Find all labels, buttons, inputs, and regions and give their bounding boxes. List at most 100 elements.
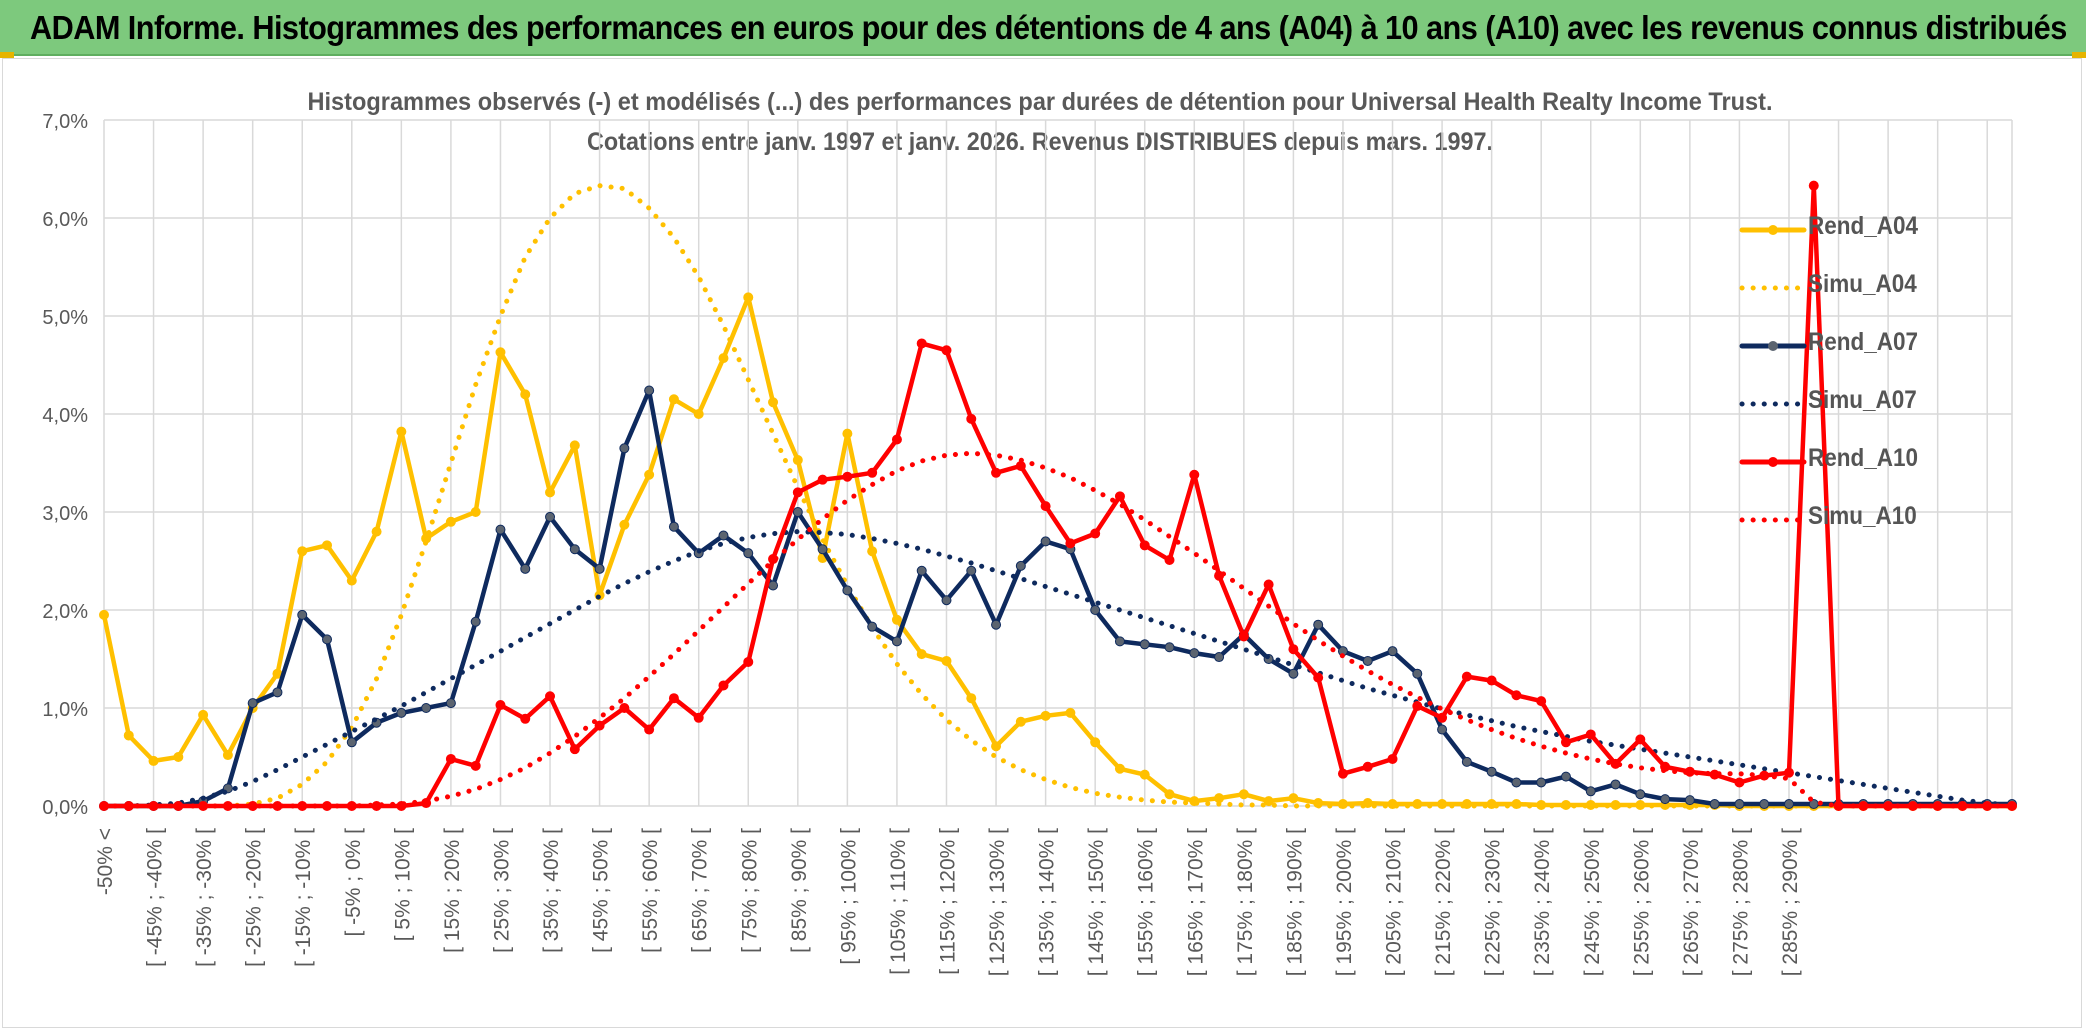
data-point-rend-a04 (743, 292, 754, 303)
data-point-rend-a10 (520, 713, 531, 724)
data-point-rend-a07 (1536, 777, 1547, 788)
series-layer (99, 180, 2017, 811)
data-point-rend-a10 (1536, 696, 1547, 707)
x-tick-label: [ 135% ; 140% [ (1036, 828, 1059, 976)
data-point-rend-a10 (1065, 538, 1076, 549)
data-point-rend-a10 (916, 338, 927, 349)
data-point-rend-a04 (569, 440, 580, 451)
data-point-rend-a10 (1114, 491, 1125, 502)
data-point-rend-a04 (1214, 793, 1225, 804)
x-tick-label: [ 225% ; 230% [ (1482, 828, 1505, 976)
data-point-rend-a07 (1090, 605, 1101, 615)
chart-subtitle: Cotations entre janv. 1997 et janv. 2026… (587, 128, 1493, 156)
x-tick-label: [ -15% ; -10% [ (292, 828, 315, 967)
data-point-rend-a07 (1214, 652, 1225, 663)
data-point-rend-a07 (495, 524, 506, 535)
x-tick-label: [ -5% ; 0% [ (342, 828, 365, 937)
data-point-rend-a04 (867, 546, 878, 557)
data-point-rend-a07 (1511, 777, 1522, 788)
data-point-rend-a04 (668, 394, 679, 405)
x-tick-label: [ 195% ; 200% [ (1333, 828, 1356, 976)
data-point-rend-a10 (569, 744, 580, 755)
data-point-rend-a07 (1288, 668, 1299, 679)
data-point-rend-a10 (470, 760, 481, 771)
data-point-rend-a04 (693, 409, 704, 419)
data-point-rend-a07 (817, 544, 828, 555)
data-point-rend-a10 (941, 345, 952, 356)
data-point-rend-a04 (1114, 763, 1125, 774)
data-point-rend-a10 (743, 656, 754, 667)
data-point-rend-a07 (520, 563, 531, 574)
banner-corner-left (0, 52, 14, 58)
legend-item-rend-a07: Rend_A07 (1738, 328, 1968, 386)
legend-label: Rend_A04 (1808, 212, 1919, 240)
legend-swatch-simu-a07 (1739, 401, 1807, 407)
data-point-rend-a04 (297, 546, 308, 557)
data-point-rend-a07 (1684, 795, 1695, 806)
data-point-rend-a04 (966, 693, 977, 704)
legend-swatch-rend-a10 (1739, 457, 1807, 467)
data-point-rend-a10 (792, 487, 803, 498)
data-point-rend-a04 (768, 397, 779, 408)
data-point-rend-a04 (1090, 737, 1101, 748)
data-point-rend-a10 (693, 712, 704, 723)
data-point-rend-a04 (322, 540, 333, 551)
legend-swatch-simu-a10 (1739, 517, 1807, 523)
data-point-rend-a07 (619, 443, 630, 454)
legend-label: Rend_A10 (1808, 444, 1919, 472)
data-point-rend-a10 (991, 467, 1002, 478)
data-point-rend-a10 (1090, 528, 1101, 539)
data-point-rend-a10 (1808, 180, 1819, 191)
series-line-simu-a04 (101, 183, 2015, 809)
x-tick-label: [ 65% ; 70% [ (689, 828, 712, 953)
data-point-rend-a10 (1585, 729, 1596, 740)
data-point-rend-a04 (545, 487, 556, 498)
data-point-rend-a04 (222, 750, 233, 761)
data-point-rend-a10 (1288, 644, 1299, 655)
data-point-rend-a04 (619, 519, 630, 530)
legend-swatch-rend-a04 (1739, 225, 1807, 235)
data-point-rend-a04 (520, 389, 531, 400)
data-point-rend-a04 (1139, 769, 1150, 780)
data-point-rend-a07 (1387, 646, 1398, 657)
x-tick-label: [ 105% ; 110% [ (887, 828, 910, 975)
data-point-rend-a07 (1114, 636, 1125, 647)
x-tick-label: [ 45% ; 50% [ (590, 828, 613, 953)
data-point-rend-a07 (297, 609, 308, 620)
legend-label: Simu_A07 (1808, 386, 1917, 414)
data-point-rend-a07 (1461, 756, 1472, 767)
x-tick-label: [ 155% ; 160% [ (1135, 828, 1158, 976)
data-point-rend-a04 (123, 730, 134, 741)
report-title: ADAM Informe. Histogrammes des performan… (30, 9, 2067, 46)
data-point-rend-a07 (1139, 639, 1150, 650)
x-tick-label: [ 215% ; 220% [ (1432, 828, 1455, 976)
data-point-rend-a07 (1660, 794, 1671, 805)
legend-item-simu-a10: Simu_A10 (1738, 502, 1968, 560)
legend-label: Rend_A07 (1808, 328, 1919, 356)
data-point-rend-a07 (1015, 560, 1026, 571)
data-point-rend-a04 (1238, 789, 1249, 800)
x-tick-label: [ 115% ; 120% [ (936, 828, 959, 975)
series-line-rend-a04 (101, 295, 2015, 809)
data-point-rend-a10 (1486, 675, 1497, 686)
data-point-rend-a07 (1437, 724, 1448, 735)
x-tick-label: [ 5% ; 10% [ (391, 828, 414, 941)
data-point-rend-a07 (1759, 799, 1770, 810)
data-point-rend-a07 (792, 507, 803, 517)
data-point-rend-a07 (891, 636, 902, 647)
data-point-rend-a07 (545, 511, 556, 522)
x-tick-label: [ 35% ; 40% [ (540, 828, 563, 953)
data-point-rend-a07 (322, 634, 333, 645)
data-point-rend-a10 (1635, 734, 1646, 745)
y-tick-label: 3,0% (42, 503, 88, 525)
data-point-rend-a04 (346, 575, 357, 586)
data-point-rend-a07 (916, 565, 927, 576)
data-point-rend-a07 (668, 521, 679, 532)
y-tick-label: 0,0% (42, 797, 88, 819)
chart-frame (2, 58, 2082, 1028)
data-point-rend-a04 (718, 353, 729, 364)
x-tick-label: [ 55% ; 60% [ (639, 828, 662, 953)
data-point-rend-a10 (1015, 460, 1026, 471)
y-tick-label: 1,0% (42, 699, 88, 721)
